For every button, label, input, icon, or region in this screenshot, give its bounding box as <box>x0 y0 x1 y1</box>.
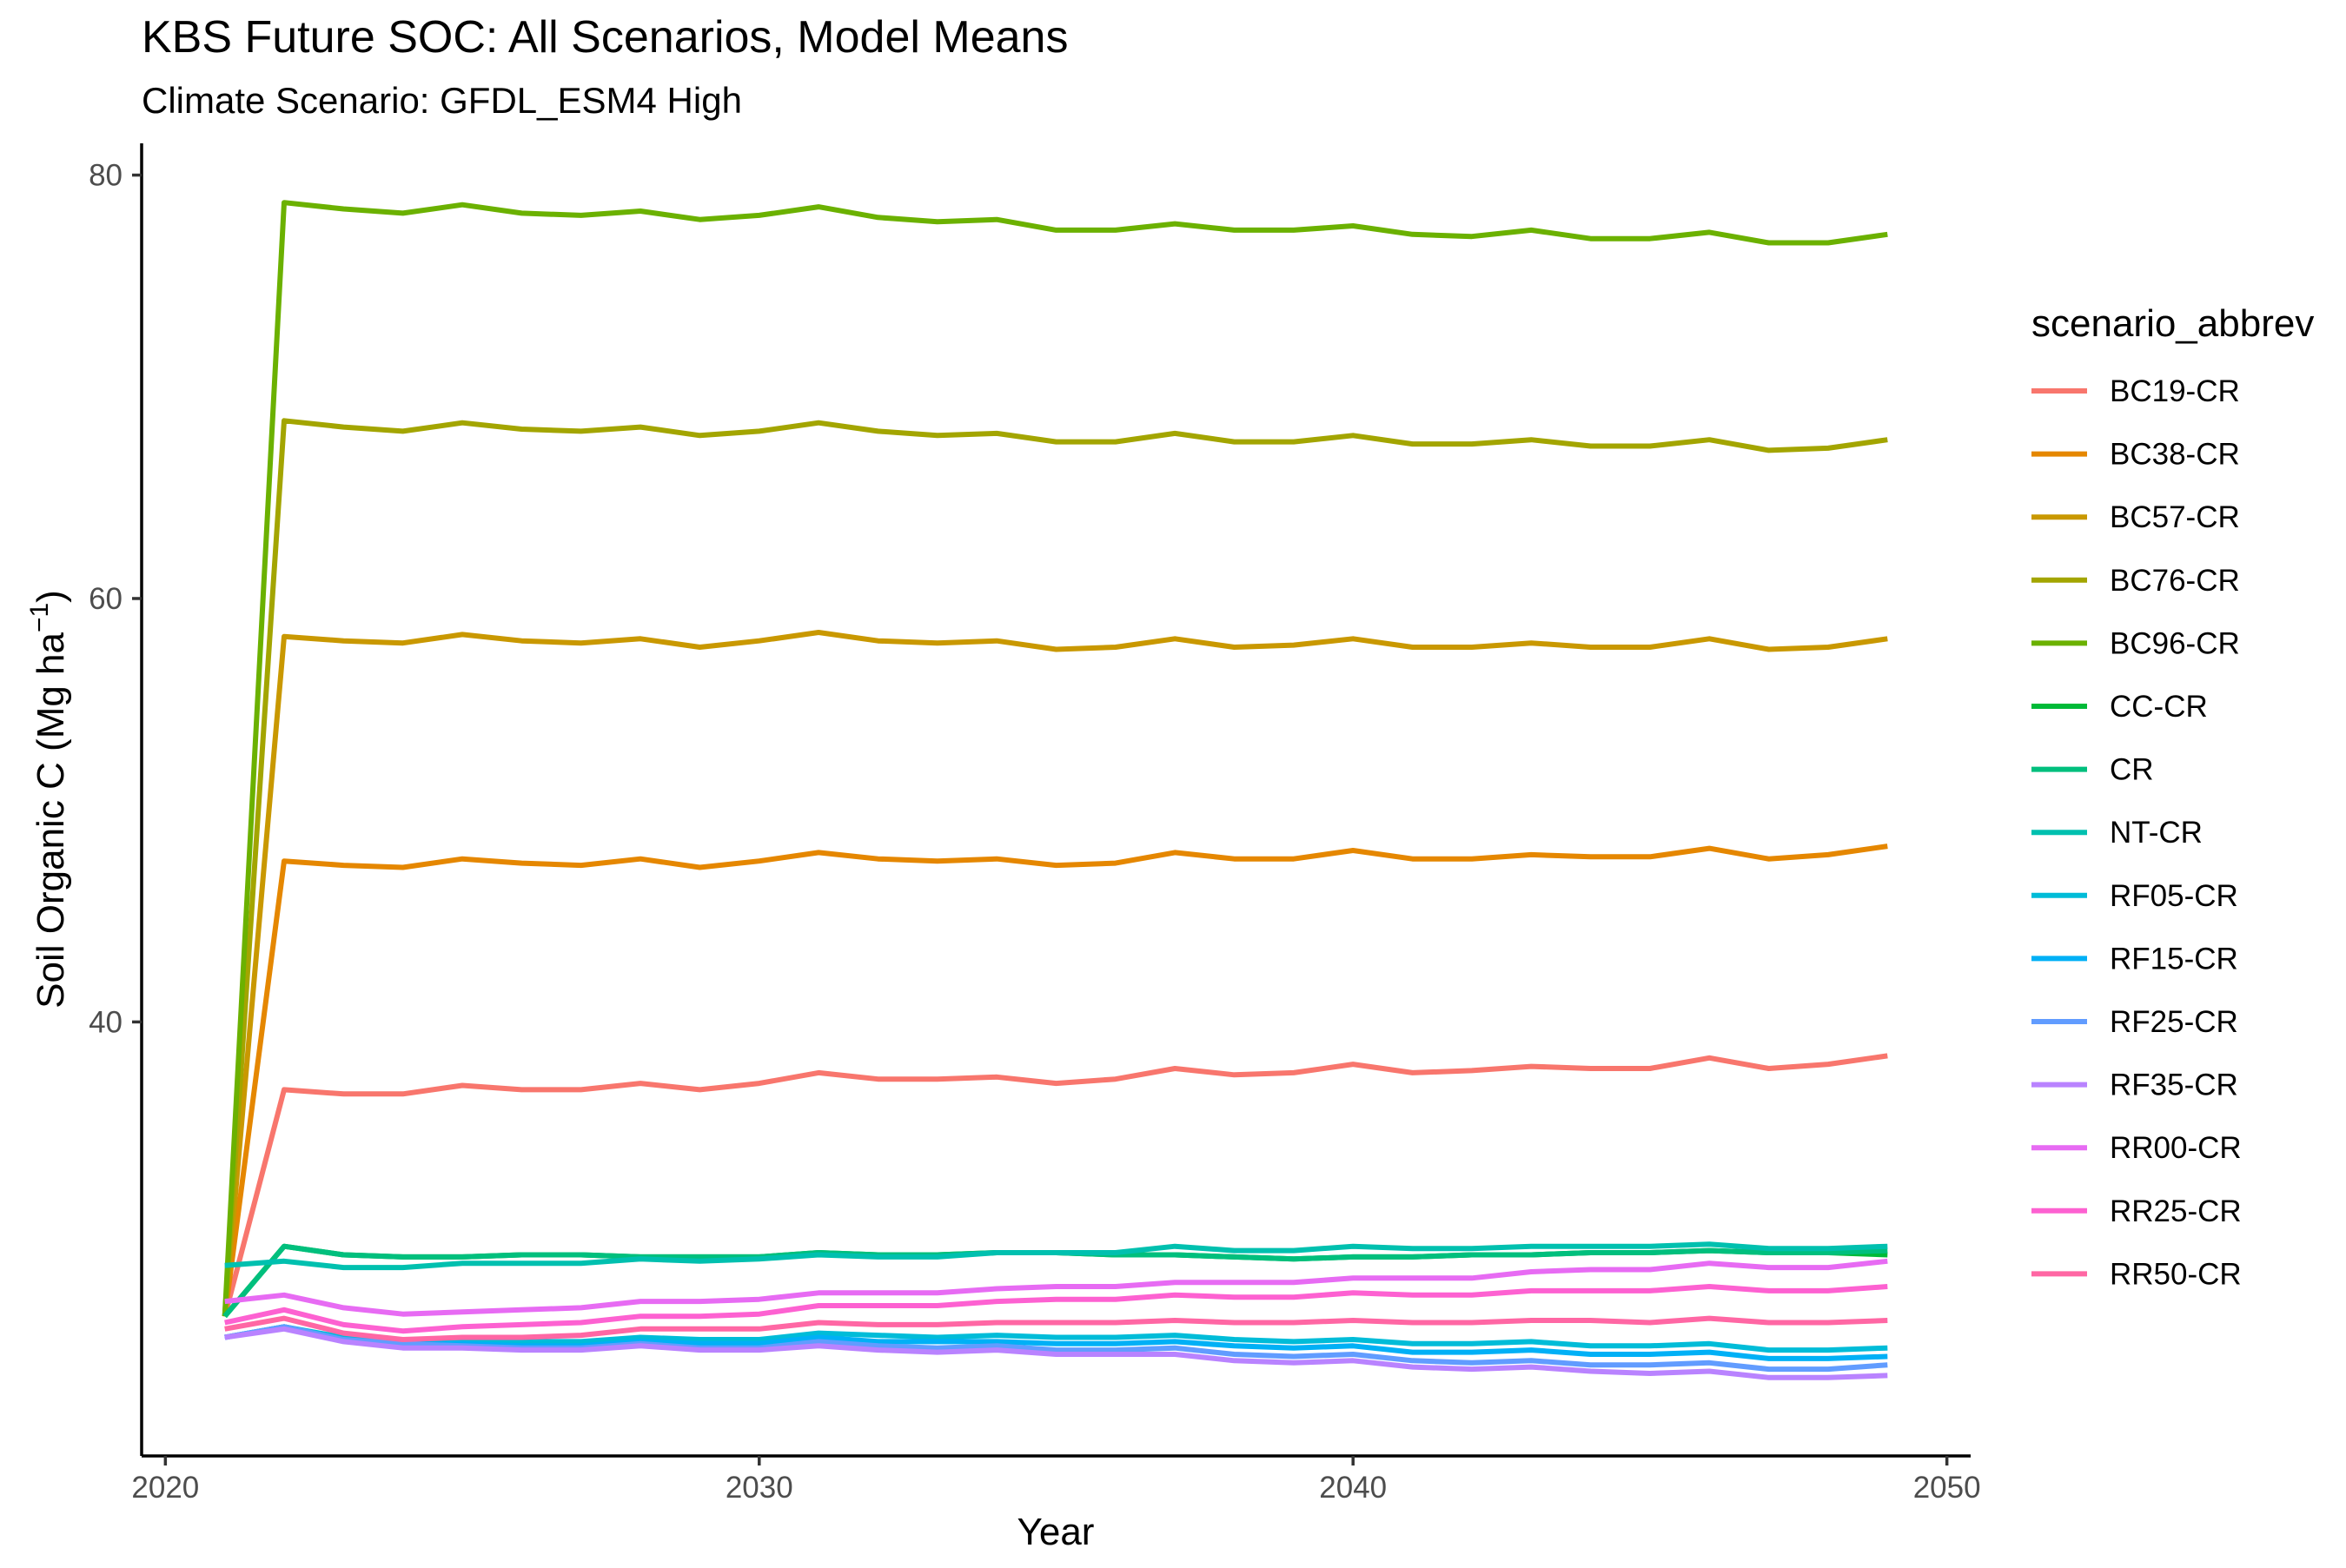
legend-label-rf35-cr: RF35-CR <box>2110 1068 2238 1102</box>
series-line-rr50-cr <box>224 1315 1888 1342</box>
x-tick-label-2040: 2040 <box>1319 1471 1387 1505</box>
y-axis-label-exponent: −1 <box>25 603 54 632</box>
series-line-bc96-cr <box>222 200 1888 1317</box>
legend-title: scenario_abbrev <box>2031 302 2314 345</box>
series-line-cr <box>222 1243 1888 1319</box>
legend-item-bc76-cr: BC76-CR <box>2031 564 2240 598</box>
legend-items: BC19-CR BC38-CR BC57-CR BC76-CR BC96-CR CC-CR… <box>2031 374 2242 1291</box>
series-line-bc38-cr <box>222 844 1888 1317</box>
legend-label-bc57-cr: BC57-CR <box>2110 500 2240 534</box>
legend-item-cc-cr: CC-CR <box>2031 690 2208 724</box>
x-tick-label-2020: 2020 <box>131 1471 199 1505</box>
y-axis-label-close: ) <box>30 590 72 603</box>
chart-title: KBS Future SOC: All Scenarios, Model Mea… <box>142 12 1068 63</box>
series-line-bc76-cr <box>222 418 1888 1317</box>
series-line-rf35-cr <box>224 1326 1888 1380</box>
legend-label-rr00-cr: RR00-CR <box>2110 1131 2242 1165</box>
series-line-bc57-cr <box>222 630 1888 1317</box>
legend-item-nt-cr: NT-CR <box>2031 816 2203 850</box>
y-tick-label-80: 80 <box>89 159 123 193</box>
y-axis-ticks: 40 60 80 <box>89 159 142 1039</box>
legend-label-bc38-cr: BC38-CR <box>2110 438 2240 472</box>
legend-item-rf25-cr: RF25-CR <box>2031 1005 2238 1039</box>
legend-label-cr: CR <box>2110 753 2154 787</box>
legend-label-rf25-cr: RF25-CR <box>2110 1005 2238 1039</box>
legend: scenario_abbrev BC19-CR BC38-CR BC57-CR BC7… <box>2031 302 2314 1291</box>
legend-label-rr50-cr: RR50-CR <box>2110 1257 2242 1291</box>
x-axis-ticks: 2020 2030 2040 2050 <box>131 1456 1981 1505</box>
legend-label-rr25-cr: RR25-CR <box>2110 1194 2242 1228</box>
legend-item-bc19-cr: BC19-CR <box>2031 374 2240 408</box>
y-axis-label-main: Soil Organic C (Mg ha <box>30 632 72 1008</box>
series-line-bc19-cr <box>222 1053 1888 1317</box>
legend-label-bc76-cr: BC76-CR <box>2110 564 2240 598</box>
legend-item-rr25-cr: RR25-CR <box>2031 1194 2242 1228</box>
y-tick-label-60: 60 <box>89 582 123 616</box>
legend-label-cc-cr: CC-CR <box>2110 690 2208 724</box>
x-axis-label: Year <box>1017 1511 1095 1553</box>
legend-item-rf35-cr: RF35-CR <box>2031 1068 2238 1102</box>
x-tick-label-2030: 2030 <box>726 1471 793 1505</box>
legend-item-rf15-cr: RF15-CR <box>2031 942 2238 976</box>
legend-label-nt-cr: NT-CR <box>2110 816 2203 850</box>
series-line-nt-cr <box>224 1241 1888 1271</box>
chart-subtitle: Climate Scenario: GFDL_ESM4 High <box>142 80 742 121</box>
legend-item-bc38-cr: BC38-CR <box>2031 438 2240 472</box>
legend-item-bc96-cr: BC96-CR <box>2031 626 2240 660</box>
legend-label-rf05-cr: RF05-CR <box>2110 879 2238 913</box>
legend-label-bc96-cr: BC96-CR <box>2110 626 2240 660</box>
y-tick-label-40: 40 <box>89 1005 123 1039</box>
legend-item-rr50-cr: RR50-CR <box>2031 1257 2242 1291</box>
series-line-rr25-cr <box>224 1284 1888 1334</box>
legend-item-rr00-cr: RR00-CR <box>2031 1131 2242 1165</box>
legend-item-cr: CR <box>2031 753 2154 787</box>
legend-item-bc57-cr: BC57-CR <box>2031 500 2240 534</box>
legend-item-rf05-cr: RF05-CR <box>2031 879 2238 913</box>
series-line-rf05-cr <box>224 1324 1888 1353</box>
legend-label-rf15-cr: RF15-CR <box>2110 942 2238 976</box>
legend-label-bc19-cr: BC19-CR <box>2110 374 2240 408</box>
plot-panel <box>222 200 1888 1380</box>
series-line-rr00-cr <box>224 1258 1888 1317</box>
x-tick-label-2050: 2050 <box>1913 1471 1981 1505</box>
y-axis-label: Soil Organic C (Mg ha−1) <box>25 590 72 1009</box>
